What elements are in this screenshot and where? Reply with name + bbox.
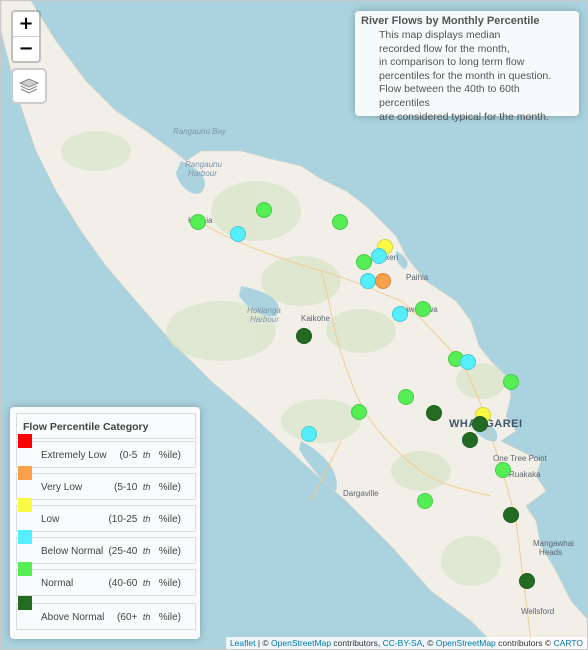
attribution-text: contributors ©: [495, 638, 554, 648]
label-one-tree-point: One Tree Point: [493, 454, 547, 463]
legend-swatch: [18, 562, 32, 576]
label-hokianga-2: Harbour: [250, 315, 279, 324]
legend-range: (0-5 th %ile): [119, 450, 181, 461]
legend-label: Normal: [41, 578, 74, 589]
site-marker-normal[interactable]: [351, 404, 367, 420]
legend-range: (25-40 th %ile): [108, 546, 181, 557]
attribution-text: , ©: [422, 638, 436, 648]
legend-swatch: [18, 434, 32, 448]
legend-label: Above Normal: [41, 612, 105, 623]
layers-icon: [18, 78, 40, 94]
label-wellsford: Wellsford: [521, 607, 555, 616]
legend-range: (40-60 th %ile): [108, 578, 181, 589]
legend-swatch: [18, 530, 32, 544]
vegetation: [61, 131, 506, 586]
site-marker-above-normal[interactable]: [472, 416, 488, 432]
legend-label: Extremely Low: [41, 450, 107, 461]
attribution-text: contributors,: [331, 638, 383, 648]
site-marker-normal[interactable]: [415, 301, 431, 317]
info-title: River Flows by Monthly Percentile: [361, 15, 540, 27]
info-panel: River Flows by Monthly Percentile This m…: [355, 11, 579, 123]
site-marker-normal[interactable]: [503, 374, 519, 390]
info-line: recorded flow for the month,: [379, 42, 510, 55]
zoom-in-button[interactable]: +: [13, 12, 39, 37]
label-hokianga-1: Hokianga: [247, 306, 281, 315]
layers-button[interactable]: [11, 68, 47, 104]
site-marker-below-normal[interactable]: [360, 273, 376, 289]
site-marker-normal[interactable]: [332, 214, 348, 230]
info-line: percentiles for the month in question.: [379, 69, 552, 82]
legend-range: (60+ th %ile): [117, 612, 181, 623]
site-marker-normal[interactable]: [256, 202, 272, 218]
label-rangaunu-harbour-2: Harbour: [188, 169, 217, 178]
legend-row-low: Low (10-25 th %ile): [16, 498, 196, 532]
label-dargaville: Dargaville: [343, 489, 379, 498]
zoom-out-button[interactable]: −: [18, 38, 34, 59]
site-marker-below-normal[interactable]: [392, 306, 408, 322]
label-paihia: Paihia: [406, 273, 429, 282]
legend-range: (10-25 th %ile): [108, 514, 181, 525]
site-marker-normal[interactable]: [495, 462, 511, 478]
leaflet-link[interactable]: Leaflet: [229, 638, 256, 648]
legend-label: Very Low: [41, 482, 83, 493]
info-line: are considered typical for the month.: [379, 110, 549, 123]
legend-row-very-low: Very Low (5-10 th %ile): [16, 466, 196, 500]
site-marker-above-normal[interactable]: [426, 405, 442, 421]
label-mangawhai-2: Heads: [539, 548, 563, 557]
site-marker-normal[interactable]: [356, 254, 372, 270]
info-line: in comparison to long term flow: [379, 56, 525, 69]
label-ruakaka: Ruakaka: [509, 470, 541, 479]
site-marker-normal[interactable]: [417, 493, 433, 509]
site-marker-below-normal[interactable]: [371, 248, 387, 264]
site-marker-above-normal[interactable]: [462, 432, 478, 448]
attribution-text: | ©: [255, 638, 272, 648]
legend-swatch: [18, 466, 32, 480]
legend-swatch: [18, 498, 32, 512]
site-marker-normal[interactable]: [398, 389, 414, 405]
label-mangawhai-1: Mangawhai: [533, 539, 574, 548]
site-marker-above-normal[interactable]: [296, 328, 312, 344]
site-marker-below-normal[interactable]: [230, 226, 246, 242]
legend-row-above-normal: Above Normal (60+ th %ile): [16, 596, 196, 630]
legend-label: Below Normal: [41, 546, 104, 557]
site-marker-above-normal[interactable]: [503, 507, 519, 523]
site-marker-normal[interactable]: [190, 214, 206, 230]
label-rangaunu-bay: Rangaunu Bay: [173, 127, 226, 136]
label-rangaunu-harbour-1: Rangaunu: [185, 160, 222, 169]
legend-swatch: [18, 596, 32, 610]
site-marker-below-normal[interactable]: [460, 354, 476, 370]
legend-label: Low: [41, 514, 60, 525]
legend-row-below-normal: Below Normal (25-40 th %ile): [16, 530, 196, 564]
site-marker-above-normal[interactable]: [519, 573, 535, 589]
info-line: This map displays median: [379, 29, 501, 41]
site-marker-below-normal[interactable]: [301, 426, 317, 442]
site-marker-very-low[interactable]: [375, 273, 391, 289]
legend-row-extremely-low: Extremely Low (0-5 th %ile): [16, 434, 196, 468]
legend: Flow Percentile Category Extremely Low (…: [10, 407, 200, 639]
map-attribution: Leaflet | © OpenStreetMap contributors, …: [225, 637, 587, 649]
info-line: Flow between the 40th to 60th percentile…: [379, 83, 520, 109]
cc-by-sa-link[interactable]: CC-BY-SA: [382, 638, 423, 648]
legend-title: Flow Percentile Category: [16, 413, 196, 439]
osm-link[interactable]: OpenStreetMap: [271, 638, 332, 648]
legend-row-normal: Normal (40-60 th %ile): [16, 562, 196, 596]
carto-link[interactable]: CARTO: [553, 638, 583, 648]
legend-range: (5-10 th %ile): [113, 482, 181, 493]
osm-link[interactable]: OpenStreetMap: [435, 638, 496, 648]
zoom-control: + −: [11, 10, 41, 63]
label-kaikohe: Kaikohe: [301, 314, 330, 323]
